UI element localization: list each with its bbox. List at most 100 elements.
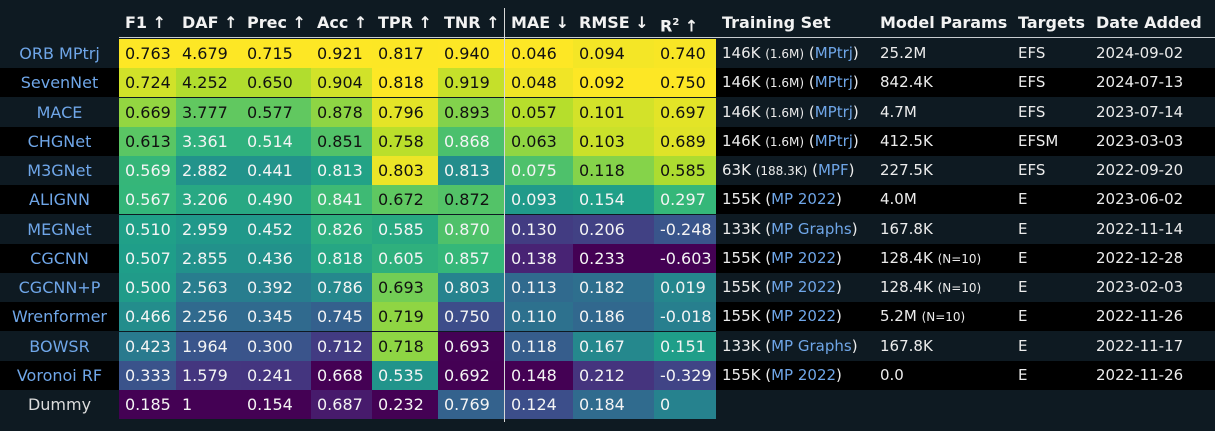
cell-r2: -0.603: [654, 243, 716, 273]
training-set-link[interactable]: MPtrj: [814, 44, 853, 62]
table-row: BOWSR 0.423 1.964 0.300 0.712 0.718 0.693 0.118…: [0, 331, 1215, 361]
training-set-link[interactable]: MP 2022: [771, 190, 837, 209]
header-daf[interactable]: DAF ↑: [176, 8, 241, 38]
model-name-mace[interactable]: MACE: [36, 102, 83, 122]
cell-acc: 0.712: [311, 331, 372, 361]
table-row: ORB MPtrj 0.763 4.679 0.715 0.921 0.817 0.940 0…: [0, 39, 1215, 68]
training-set-link[interactable]: MP Graphs: [771, 336, 852, 355]
model-name-chgnet[interactable]: CHGNet: [27, 131, 92, 151]
cell-training-set: 155K (MP 2022): [722, 190, 842, 209]
cell-rmse: 0.118: [573, 156, 654, 185]
cell-tnr: 0.868: [438, 126, 504, 156]
row-background: [716, 39, 1215, 68]
model-name-orb-mptrj[interactable]: ORB MPtrj: [19, 44, 100, 63]
cell-mae: 0.075: [505, 156, 573, 185]
model-name-cgcnn[interactable]: CGCNN: [30, 248, 89, 268]
header-rmse[interactable]: RMSE ↓: [573, 8, 654, 38]
cell-mae: 0.124: [505, 390, 573, 419]
row-background: [0, 390, 119, 419]
header-r2[interactable]: R2 ↑: [654, 8, 716, 38]
table-row: ALIGNN 0.567 3.206 0.490 0.841 0.672 0.872 0.09…: [0, 185, 1215, 215]
cell-date-added: 2024-07-13: [1096, 73, 1184, 92]
header-label: Prec ↑: [247, 13, 306, 32]
header-train[interactable]: Training Set: [716, 8, 874, 38]
cell-rmse: 0.212: [573, 360, 654, 390]
header-acc[interactable]: Acc ↑: [311, 8, 372, 38]
training-count: 155K: [722, 278, 761, 296]
header-underline: [119, 37, 1209, 38]
cell-date-added: 2022-11-14: [1096, 219, 1184, 238]
cell-prec: 0.441: [241, 156, 311, 185]
row-background: [0, 302, 119, 332]
training-count: 146K: [722, 102, 761, 121]
model-name-alignn[interactable]: ALIGNN: [29, 190, 90, 210]
model-name-megnet[interactable]: MEGNet: [27, 219, 92, 239]
header-prec[interactable]: Prec ↑: [241, 8, 311, 38]
table-row: MACE 0.669 3.777 0.577 0.878 0.796 0.893 0.057 0…: [0, 97, 1215, 127]
model-name-sevennet[interactable]: SevenNet: [20, 73, 99, 93]
params-value: 842.4K: [880, 73, 933, 92]
table-row: M3GNet 0.569 2.882 0.441 0.813 0.803 0.813 0.07…: [0, 156, 1215, 185]
cell-rmse: 0.092: [573, 68, 654, 98]
cell-tpr: 0.605: [372, 243, 438, 273]
cell-acc: 0.786: [311, 273, 372, 302]
cell-date-added: 2022-09-20: [1096, 161, 1184, 179]
cell-model-params: 128.4K (N=10): [874, 273, 981, 302]
cell-daf: 2.563: [176, 273, 241, 302]
training-set-link[interactable]: MP 2022: [771, 365, 837, 384]
cell-mae: 0.093: [505, 185, 573, 215]
cell-r2: 0.689: [654, 126, 716, 156]
params-value: 227.5K: [880, 161, 933, 179]
header-date[interactable]: Date Added: [1090, 8, 1215, 38]
training-set-link[interactable]: MPtrj: [814, 102, 853, 121]
cell-model-params: 227.5K: [874, 156, 933, 185]
training-set-link[interactable]: MP 2022: [771, 248, 837, 267]
training-count: 133K: [722, 336, 761, 355]
training-set-link[interactable]: MP 2022: [771, 278, 837, 296]
model-name-cgcnn-p[interactable]: CGCNN+P: [18, 278, 101, 297]
table-divider: [504, 8, 505, 422]
cell-training-set: 133K (MP Graphs): [722, 219, 858, 238]
cell-targets: EFS: [1018, 44, 1046, 62]
cell-acc: 0.813: [311, 156, 372, 185]
training-set-link[interactable]: MP 2022: [771, 307, 837, 326]
training-set-link[interactable]: MPtrj: [814, 131, 853, 150]
model-name-bowsr[interactable]: BOWSR: [29, 336, 90, 356]
cell-training-set: 146K (1.6M) (MPtrj): [722, 73, 859, 92]
cell-f1: 0.185: [119, 390, 176, 419]
cell-tnr: 0.893: [438, 97, 504, 127]
cell-tnr: 0.940: [438, 39, 504, 68]
training-set-link[interactable]: MPtrj: [814, 73, 853, 92]
cell-training-set: 146K (1.6M) (MPtrj): [722, 102, 859, 121]
row-background: [716, 156, 1215, 185]
cell-tpr: 0.817: [372, 39, 438, 68]
model-name-m3gnet[interactable]: M3GNet: [27, 161, 92, 180]
model-name-wrenformer[interactable]: Wrenformer: [11, 307, 108, 327]
cell-acc: 0.878: [311, 97, 372, 127]
cell-mae: 0.118: [505, 331, 573, 361]
cell-acc: 0.818: [311, 243, 372, 273]
training-set-link[interactable]: MPF: [817, 161, 849, 179]
cell-date-added: 2023-06-02: [1096, 190, 1184, 209]
training-count: 133K: [722, 219, 761, 238]
model-name-voronoi-rf[interactable]: Voronoi RF: [16, 365, 103, 385]
cell-acc: 0.851: [311, 126, 372, 156]
cell-acc: 0.904: [311, 68, 372, 98]
header-params[interactable]: Model Params: [874, 8, 1012, 38]
cell-mae: 0.148: [505, 360, 573, 390]
training-set-link[interactable]: MP Graphs: [771, 219, 852, 238]
row-background: [716, 243, 1215, 273]
params-value: 167.8K: [880, 336, 933, 355]
cell-prec: 0.436: [241, 243, 311, 273]
header-mae[interactable]: MAE ↓: [505, 8, 573, 38]
header-targets[interactable]: Targets: [1012, 8, 1090, 38]
cell-daf: 2.959: [176, 214, 241, 244]
row-background: [716, 185, 1215, 215]
header-f1[interactable]: F1 ↑: [119, 8, 176, 38]
cell-targets: E: [1018, 336, 1028, 355]
cell-acc: 0.687: [311, 390, 372, 419]
cell-tnr: 0.919: [438, 68, 504, 98]
header-tnr[interactable]: TNR ↑: [438, 8, 504, 38]
header-tpr[interactable]: TPR ↑: [372, 8, 438, 38]
